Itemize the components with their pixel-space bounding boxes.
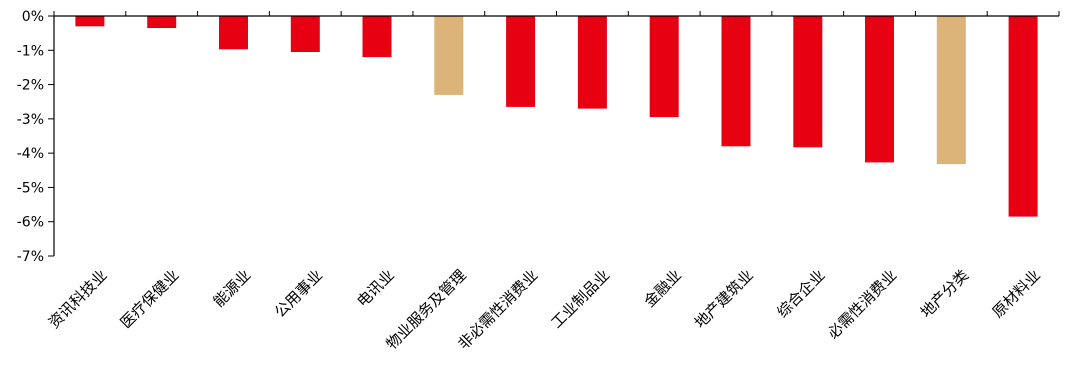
bar-14 — [1008, 16, 1038, 217]
bar-7 — [506, 16, 536, 107]
category-label-10: 地产建筑业 — [691, 266, 757, 332]
category-label-4: 公用事业 — [271, 266, 326, 321]
y-tick-label-5: -5% — [17, 180, 44, 196]
category-label-1: 资讯科技业 — [45, 266, 111, 332]
bar-12 — [865, 16, 894, 163]
category-label-5: 电讯业 — [353, 266, 398, 311]
y-tick-label-3: -3% — [17, 112, 44, 128]
category-label-13: 地产分类 — [917, 266, 972, 321]
y-tick-label-6: -6% — [17, 215, 44, 231]
bar-8 — [577, 16, 607, 109]
category-label-8: 工业制品业 — [547, 266, 613, 332]
category-label-2: 医疗保健业 — [117, 266, 183, 332]
category-label-3: 能源业 — [210, 266, 255, 311]
bar-1 — [75, 16, 105, 27]
y-tick-label-7: -7% — [17, 249, 44, 265]
bar-6 — [434, 16, 464, 95]
category-label-14: 原材料业 — [989, 266, 1044, 321]
y-tick-label-4: -4% — [17, 146, 44, 162]
bar-5 — [362, 16, 392, 58]
bar-9 — [649, 16, 679, 118]
y-tick-label-1: -1% — [17, 43, 44, 59]
category-label-11: 综合企业 — [773, 266, 828, 321]
bar-2 — [147, 16, 177, 28]
category-label-9: 金融业 — [640, 266, 685, 311]
bar-10 — [721, 16, 751, 147]
y-tick-label-0: 0% — [22, 9, 44, 25]
bar-13 — [936, 16, 966, 165]
bar-4 — [290, 16, 320, 52]
y-tick-label-2: -2% — [17, 78, 44, 94]
bar-11 — [793, 16, 823, 148]
category-label-12: 必需性消费业 — [824, 266, 900, 342]
bar-3 — [219, 16, 248, 50]
